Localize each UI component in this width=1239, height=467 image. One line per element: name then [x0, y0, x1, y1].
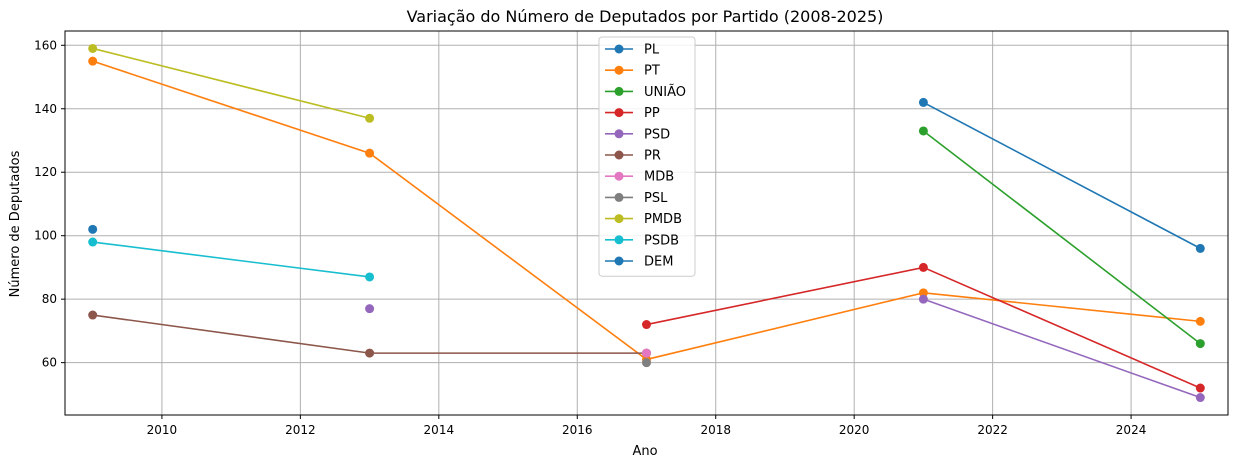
data-point [642, 320, 651, 330]
series-psl [642, 358, 651, 368]
data-point [365, 348, 375, 358]
legend-swatch-marker [614, 86, 624, 96]
data-point [88, 43, 98, 53]
series-line [92, 47, 370, 120]
legend-label: PR [644, 149, 661, 164]
data-point [642, 358, 651, 368]
series-line [923, 298, 1201, 399]
legend-item: PL [605, 43, 660, 58]
legend-label: MDB [644, 170, 674, 185]
y-tick-label: 160 [34, 38, 57, 52]
series-line [922, 130, 1201, 345]
legend-item: PR [605, 149, 661, 164]
legend-swatch-marker [614, 214, 624, 224]
series-line [92, 314, 647, 354]
legend-swatch-marker [614, 44, 624, 54]
legend-label: PMDB [644, 212, 682, 227]
data-point [1195, 316, 1205, 326]
legend-item: PSD [605, 127, 670, 142]
legend-label: PP [644, 106, 660, 121]
y-axis-label: Número de Deputados [8, 150, 23, 297]
series-line [92, 241, 370, 278]
x-tick-label: 2020 [839, 423, 870, 437]
y-tick-label: 80 [42, 292, 57, 306]
x-tick-label: 2014 [424, 423, 455, 437]
legend-label: DEM [644, 255, 673, 270]
data-point [1195, 393, 1205, 403]
data-point [918, 294, 928, 304]
data-point [88, 237, 98, 247]
x-tick-label: 2022 [977, 423, 1008, 437]
y-axis-ticks: 60 80 100 120 140 160 [34, 38, 65, 370]
legend-label: PL [644, 43, 660, 58]
x-tick-label: 2010 [147, 423, 178, 437]
legend-item: PSL [605, 191, 668, 206]
legend-label: PT [644, 64, 660, 79]
legend-swatch-marker [614, 171, 624, 181]
legend-swatch-marker [614, 108, 624, 118]
series-união [918, 126, 1205, 349]
legend-swatch-marker [614, 256, 624, 266]
legend-swatch-marker [614, 235, 624, 245]
y-tick-label: 120 [34, 165, 57, 179]
data-point [1195, 243, 1205, 253]
y-tick-label: 100 [34, 229, 57, 243]
legend-label: PSDB [644, 233, 679, 248]
data-point [918, 126, 928, 136]
legend-swatch-marker [614, 65, 624, 75]
data-point [365, 113, 375, 123]
series-pr [88, 310, 651, 358]
legend-label: PSL [644, 191, 668, 206]
y-tick-label: 140 [34, 102, 57, 116]
legend-box [598, 36, 696, 277]
data-point [1195, 383, 1205, 393]
series-psd [365, 294, 1205, 403]
data-point [642, 348, 651, 358]
legend-item: PT [605, 64, 660, 79]
legend-item: DEM [605, 255, 673, 270]
data-point [918, 262, 928, 272]
chart-title: Variação do Número de Deputados por Part… [407, 7, 884, 26]
legend-swatch-marker [614, 150, 624, 160]
legend: PL PT UNIÃO PP PSD PR MDB PSL PMDB PSDB DEM [598, 36, 696, 277]
series-psdb [88, 237, 375, 282]
series-layer [88, 43, 1205, 403]
series-line [646, 266, 1201, 389]
legend-label: PSD [644, 127, 670, 142]
data-point [88, 224, 98, 234]
x-tick-label: 2016 [562, 423, 593, 437]
x-tick-label: 2024 [1116, 423, 1147, 437]
data-point [918, 288, 928, 298]
x-tick-label: 2018 [700, 423, 731, 437]
series-pp [642, 262, 1205, 393]
data-point [365, 148, 375, 158]
legend-item: MDB [605, 170, 674, 185]
legend-swatch-marker [614, 192, 624, 202]
data-point [88, 56, 98, 66]
y-tick-label: 60 [42, 356, 57, 370]
series-dem [88, 224, 98, 234]
legend-item: PMDB [605, 212, 682, 227]
legend-swatch-marker [614, 129, 624, 139]
data-point [918, 97, 928, 107]
plot-frame [64, 30, 1229, 416]
legend-label: UNIÃO [644, 84, 686, 100]
x-axis-ticks: 2010 2012 2014 2016 2018 2020 2022 2024 [147, 415, 1147, 437]
series-pl [918, 97, 1205, 253]
series-mdb [642, 348, 651, 358]
data-point [1195, 339, 1205, 349]
series-pmdb [88, 43, 375, 123]
x-tick-label: 2012 [285, 423, 316, 437]
legend-item: PSDB [605, 233, 679, 248]
x-axis-label: Ano [632, 444, 657, 459]
data-point [365, 304, 375, 314]
legend-item: PP [605, 106, 660, 121]
data-point [88, 310, 98, 320]
legend-item: UNIÃO [605, 84, 686, 100]
series-line [923, 101, 1201, 250]
data-point [365, 272, 375, 282]
